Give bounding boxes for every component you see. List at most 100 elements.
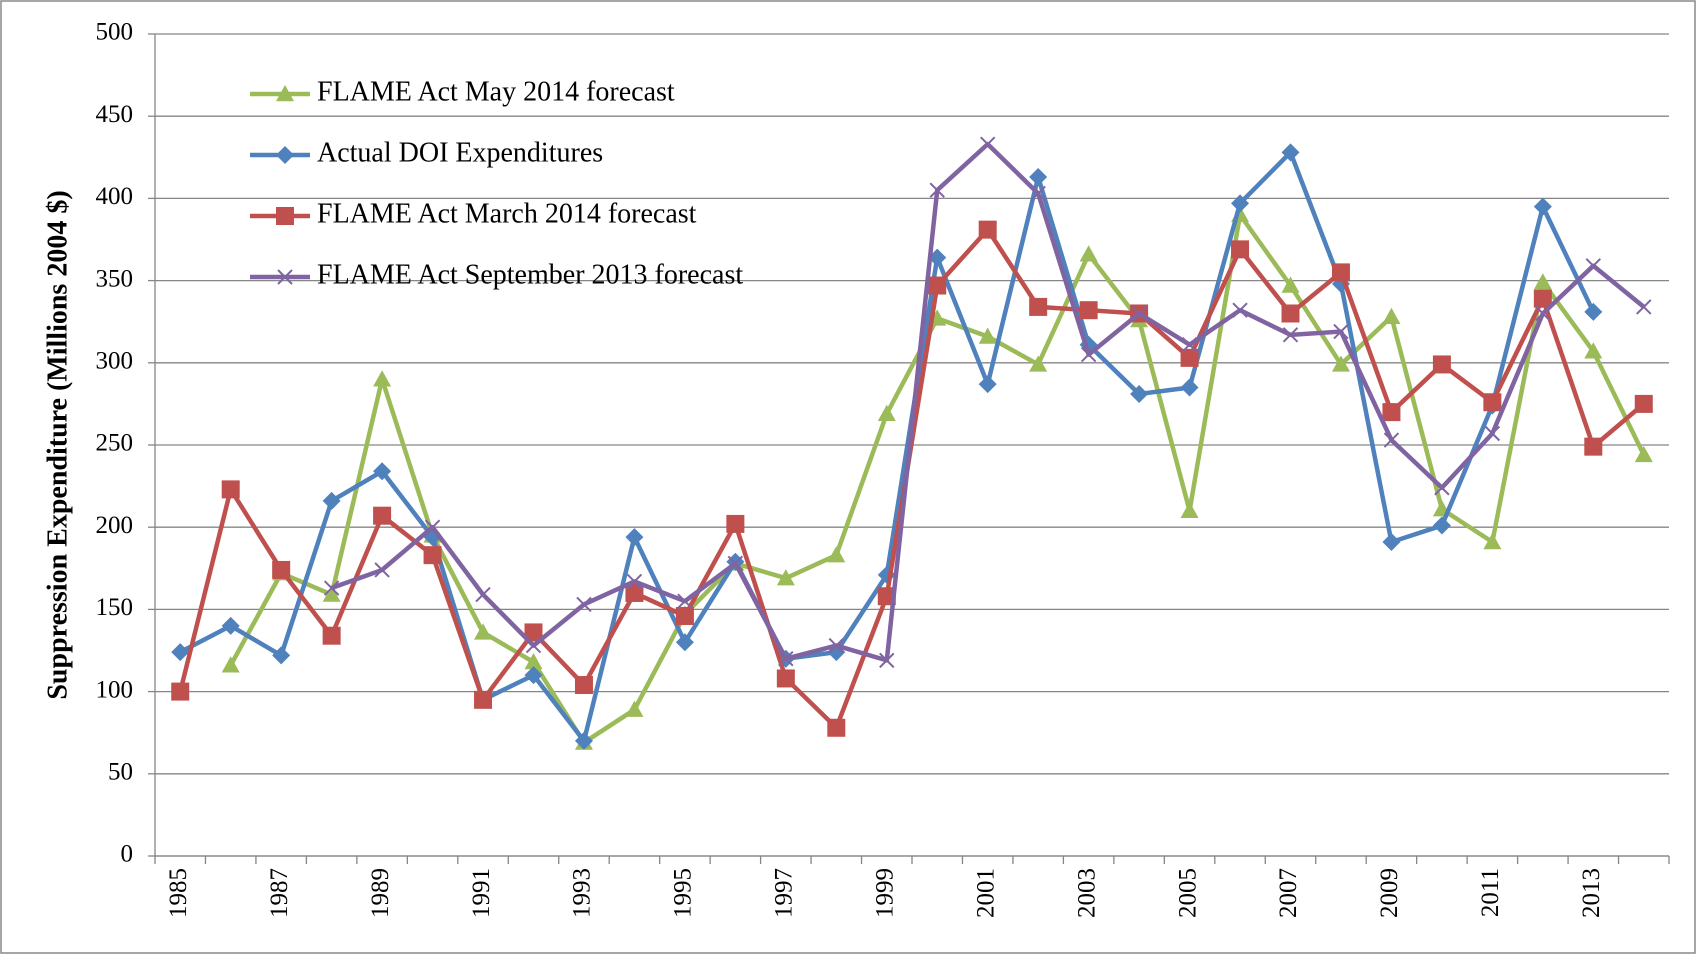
- data-point: [928, 248, 947, 267]
- data-point: [1281, 143, 1300, 162]
- x-tick-label: 1989: [367, 868, 394, 918]
- data-point: [675, 606, 694, 625]
- data-point: [727, 555, 744, 572]
- data-point: [677, 593, 693, 609]
- data-point: [979, 136, 996, 152]
- data-point: [978, 327, 997, 344]
- data-point: [827, 546, 846, 563]
- y-axis-title: Suppression Expenditure (Millions 2004 $…: [42, 190, 73, 699]
- data-point: [1533, 273, 1552, 290]
- data-point: [1181, 337, 1198, 353]
- data-point: [574, 731, 593, 750]
- data-point: [1331, 263, 1350, 282]
- data-point: [322, 491, 341, 510]
- x-tick-label: 1993: [569, 868, 596, 918]
- y-tick-label: 100: [96, 676, 134, 703]
- data-point: [221, 656, 240, 673]
- x-tick-label: 1991: [468, 868, 495, 918]
- data-point: [928, 276, 947, 295]
- data-point: [1483, 393, 1502, 412]
- data-point: [877, 404, 896, 421]
- data-point: [1180, 348, 1199, 367]
- data-point: [424, 519, 441, 535]
- x-tick-label: 2011: [1477, 868, 1504, 917]
- data-point: [1231, 240, 1250, 259]
- data-point: [1030, 185, 1046, 202]
- data-point: [625, 700, 644, 717]
- x-tick-label: 1997: [771, 868, 798, 918]
- x-tick-label: 1995: [670, 868, 697, 918]
- data-point: [221, 480, 240, 499]
- y-tick-label: 500: [96, 19, 134, 46]
- data-point: [1079, 301, 1098, 320]
- data-point: [524, 653, 543, 670]
- data-point: [524, 666, 543, 685]
- data-point: [576, 596, 592, 613]
- data-point: [1383, 432, 1400, 448]
- data-point: [322, 585, 341, 602]
- data-point: [1029, 355, 1048, 372]
- data-point: [423, 546, 442, 565]
- data-point: [625, 528, 644, 547]
- x-tick-label: 2001: [972, 868, 999, 918]
- legend-label: FLAME Act September 2013 forecast: [317, 259, 743, 290]
- data-point: [574, 676, 593, 695]
- data-point: [776, 669, 795, 688]
- y-tick-label: 350: [96, 265, 134, 292]
- data-point: [322, 626, 341, 645]
- data-point: [879, 652, 895, 669]
- legend-label: FLAME Act March 2014 forecast: [317, 198, 697, 229]
- data-point: [524, 623, 543, 642]
- x-tick-label: 1985: [165, 868, 192, 918]
- x-tick-label: 2007: [1275, 868, 1302, 918]
- y-tick-label: 200: [96, 512, 134, 539]
- data-point: [474, 690, 493, 709]
- data-point: [625, 583, 644, 602]
- x-tick-label: 2003: [1073, 868, 1100, 918]
- data-point: [474, 623, 493, 640]
- data-point: [1432, 355, 1451, 374]
- data-point: [525, 637, 542, 654]
- data-point: [978, 220, 997, 239]
- x-tick-label: 1987: [266, 868, 293, 918]
- data-point: [1282, 327, 1299, 343]
- data-point: [1080, 346, 1097, 363]
- data-point: [827, 718, 846, 737]
- data-point: [1130, 385, 1149, 404]
- y-tick-label: 150: [96, 594, 134, 621]
- data-point: [1484, 425, 1501, 442]
- data-point: [1535, 305, 1551, 322]
- data-point: [1232, 302, 1248, 318]
- data-point: [323, 580, 340, 596]
- data-point: [1584, 302, 1603, 321]
- legend-marker: [277, 269, 293, 285]
- data-point: [675, 633, 694, 652]
- data-point: [1131, 305, 1147, 322]
- data-point: [1434, 480, 1450, 496]
- data-point: [1585, 258, 1602, 274]
- data-point: [1634, 445, 1653, 463]
- data-point: [373, 506, 392, 525]
- x-tick-label: 2005: [1174, 868, 1201, 918]
- y-tick-label: 300: [96, 348, 134, 375]
- x-tick-label: 2013: [1578, 868, 1605, 918]
- data-point: [373, 370, 392, 387]
- data-point: [1180, 378, 1199, 397]
- legend-marker: [276, 207, 294, 225]
- data-point: [1382, 403, 1401, 422]
- data-point: [1432, 516, 1451, 535]
- data-point: [778, 651, 794, 667]
- data-point: [978, 375, 997, 394]
- data-point: [828, 637, 845, 654]
- data-point: [776, 569, 795, 586]
- data-point: [1533, 289, 1552, 308]
- data-point: [1231, 194, 1250, 213]
- y-tick-label: 50: [108, 759, 133, 786]
- data-point: [1331, 355, 1350, 372]
- legend-label: Actual DOI Expenditures: [317, 137, 603, 168]
- data-point: [373, 462, 392, 481]
- data-point: [475, 586, 491, 603]
- y-tick-label: 0: [121, 841, 134, 868]
